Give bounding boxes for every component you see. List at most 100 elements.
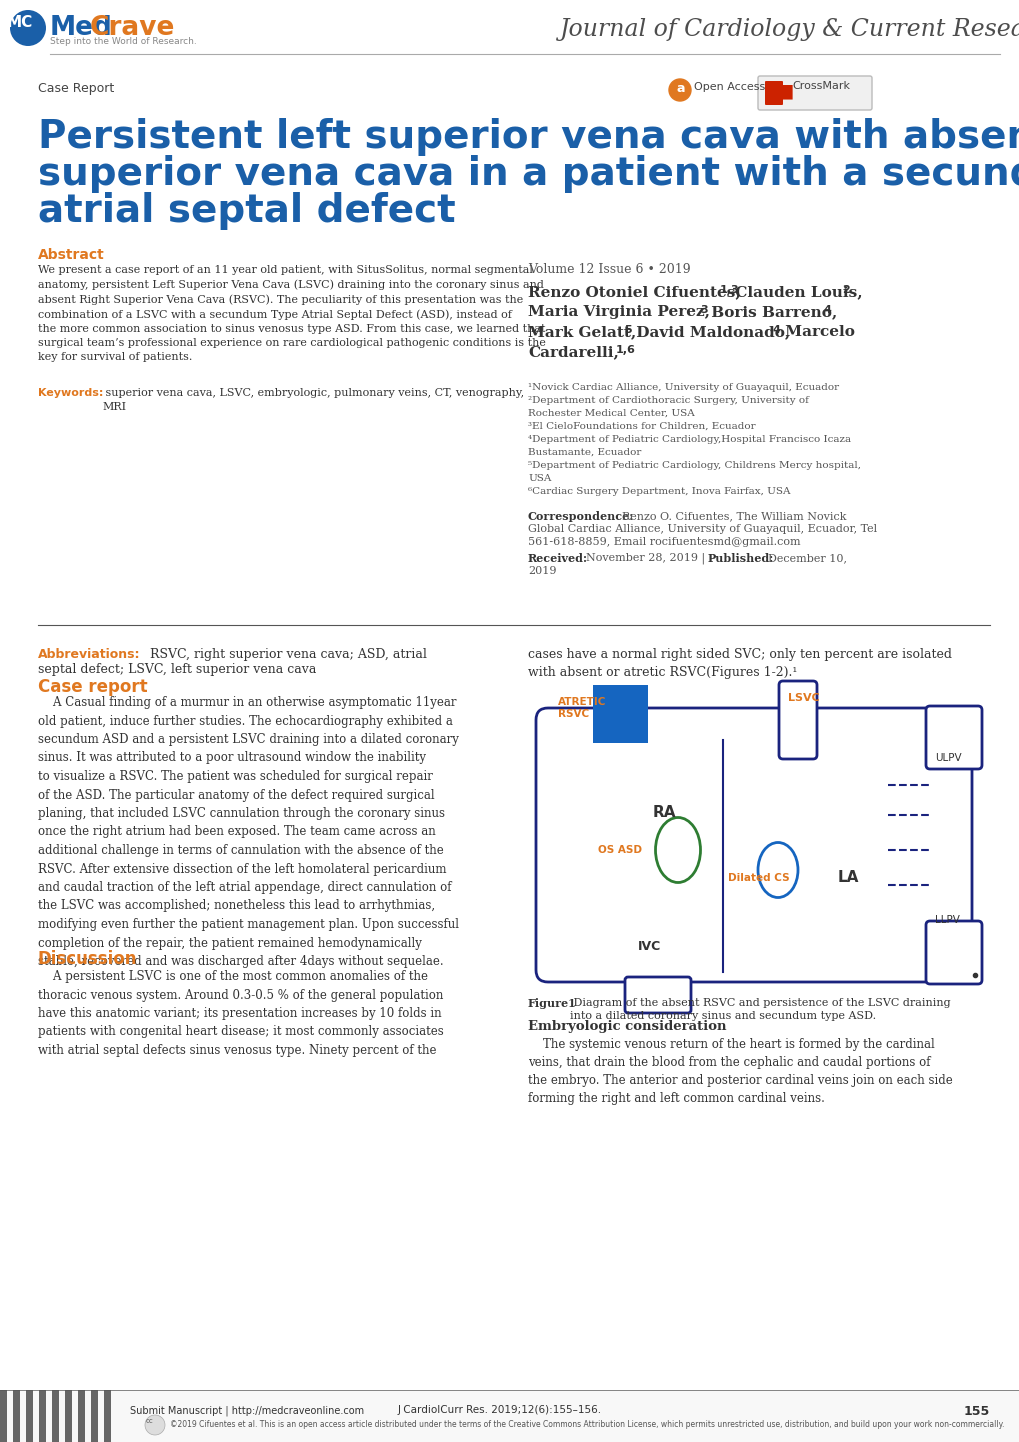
Text: Keywords:: Keywords: [38,388,103,398]
Text: Open Access: Open Access [693,82,764,92]
Bar [65,1390,72,1442]
FancyBboxPatch shape [535,708,971,982]
Text: LSVC: LSVC [788,694,819,704]
Text: Journal of Cardiology & Current Research: Journal of Cardiology & Current Research [559,17,1019,40]
Text: 3: 3 [699,306,707,314]
Text: RSVC, right superior vena cava; ASD, atrial: RSVC, right superior vena cava; ASD, atr… [146,647,427,660]
Text: Marcelo: Marcelo [780,324,854,339]
Bar [77,1390,85,1442]
FancyBboxPatch shape [625,978,690,1012]
Circle shape [10,10,46,46]
FancyBboxPatch shape [925,707,981,769]
Text: 1,3: 1,3 [719,286,739,296]
Text: Dilated CS: Dilated CS [728,872,789,883]
Text: 2: 2 [841,286,849,296]
Text: Bustamante, Ecuador: Bustamante, Ecuador [528,448,641,457]
Text: Renzo O. Cifuentes, The William Novick: Renzo O. Cifuentes, The William Novick [622,510,846,521]
Bar [52,1390,59,1442]
Text: superior vena cava, LSVC, embryologic, pulmonary veins, CT, venography,
MRI: superior vena cava, LSVC, embryologic, p… [102,388,524,412]
Bar [0,1390,7,1442]
Text: septal defect; LSVC, left superior vena cava: septal defect; LSVC, left superior vena … [38,663,316,676]
Text: Med: Med [50,14,113,40]
Text: superior vena cava in a patient with a secundum: superior vena cava in a patient with a s… [38,154,1019,193]
FancyBboxPatch shape [925,921,981,983]
Text: Abbreviations:: Abbreviations: [38,647,141,660]
Text: cases have a normal right sided SVC; only ten percent are isolated
with absent o: cases have a normal right sided SVC; onl… [528,647,951,679]
Bar [104,1390,111,1442]
Text: Figure1: Figure1 [528,998,576,1009]
Bar [0,1390,1019,1442]
Text: Discussion: Discussion [38,950,138,968]
Bar [13,1390,20,1442]
Bar [39,1390,46,1442]
Bar [91,1390,98,1442]
Text: Published:: Published: [707,552,773,564]
Text: Diagram of the absent RSVC and persistence of the LSVC draining
into a dilated c: Diagram of the absent RSVC and persisten… [570,998,950,1021]
Text: Embryologic consideration: Embryologic consideration [528,1019,726,1032]
Text: LLPV: LLPV [934,916,959,924]
Text: ²Department of Cardiothoracic Surgery, University of: ²Department of Cardiothoracic Surgery, U… [528,397,808,405]
Text: Received:: Received: [528,552,587,564]
Text: USA: USA [528,474,551,483]
Text: The systemic venous return of the heart is formed by the cardinal
veins, that dr: The systemic venous return of the heart … [528,1038,952,1105]
Text: Case report: Case report [38,678,148,696]
Circle shape [145,1415,165,1435]
Text: ³El CieloFoundations for Children, Ecuador: ³El CieloFoundations for Children, Ecuad… [528,423,755,431]
Ellipse shape [757,842,797,897]
Text: OS ASD: OS ASD [597,845,641,855]
Text: Step into the World of Research.: Step into the World of Research. [50,37,197,46]
Text: CrossMark: CrossMark [791,81,849,91]
Text: Crave: Crave [90,14,175,40]
Bar [77,1390,85,1442]
Circle shape [668,79,690,101]
Ellipse shape [655,818,700,883]
Text: cc: cc [146,1417,154,1425]
Bar [0,1390,7,1442]
Text: ¹Novick Cardiac Alliance, University of Guayaquil, Ecuador: ¹Novick Cardiac Alliance, University of … [528,384,839,392]
Text: Mark Gelatt,: Mark Gelatt, [528,324,636,339]
Bar [39,1390,46,1442]
Text: ULPV: ULPV [934,753,961,763]
Text: David Maldonado,: David Maldonado, [631,324,790,339]
Bar [13,1390,20,1442]
Text: Cardarelli,: Cardarelli, [528,345,619,359]
Text: a: a [677,82,685,95]
Text: ATRETIC: ATRETIC [557,696,605,707]
Text: November 28, 2019 |: November 28, 2019 | [586,552,708,564]
Text: Global Cardiac Alliance, University of Guayaquil, Ecuador, Tel: Global Cardiac Alliance, University of G… [528,523,876,534]
Text: IVC: IVC [637,940,660,953]
Text: Maria Virginia Perez,: Maria Virginia Perez, [528,306,709,319]
Text: 155: 155 [963,1405,989,1417]
Bar [52,1390,59,1442]
Text: Volume 12 Issue 6 • 2019: Volume 12 Issue 6 • 2019 [528,262,690,275]
Bar [25,1390,33,1442]
Text: RSVC: RSVC [557,709,589,720]
Bar [65,1390,72,1442]
Text: J CardiolCurr Res. 2019;12(6):155–156.: J CardiolCurr Res. 2019;12(6):155–156. [397,1405,601,1415]
Text: MC: MC [7,14,33,30]
Text: 4: 4 [823,306,832,314]
Bar [25,1390,33,1442]
Text: 2019: 2019 [528,567,556,575]
Text: LA: LA [838,870,859,885]
FancyBboxPatch shape [764,81,783,105]
Text: Submit Manuscript | http://medcraveonline.com: Submit Manuscript | http://medcraveonlin… [129,1405,364,1416]
Text: Case Report: Case Report [38,82,114,95]
Text: Boris Barreno,: Boris Barreno, [705,306,837,319]
Text: December 10,: December 10, [767,552,846,562]
Text: Correspondence:: Correspondence: [528,510,634,522]
Text: We present a case report of an 11 year old patient, with SitusSolitus, normal se: We present a case report of an 11 year o… [38,265,545,362]
Bar [104,1390,111,1442]
Bar [91,1390,98,1442]
Text: ⁶Cardiac Surgery Department, Inova Fairfax, USA: ⁶Cardiac Surgery Department, Inova Fairf… [528,487,790,496]
Bar [592,685,647,743]
Text: ⁵Department of Pediatric Cardiology, Childrens Mercy hospital,: ⁵Department of Pediatric Cardiology, Chi… [528,461,860,470]
Text: A Casual finding of a murmur in an otherwise asymptomatic 11year
old patient, in: A Casual finding of a murmur in an other… [38,696,459,968]
Text: ⁴Department of Pediatric Cardiology,Hospital Francisco Icaza: ⁴Department of Pediatric Cardiology,Hosp… [528,435,850,444]
Text: ■: ■ [774,81,793,99]
Text: ©2019 Cifuentes et al. This is an open access article distributed under the term: ©2019 Cifuentes et al. This is an open a… [170,1420,1004,1429]
Text: 4: 4 [772,324,781,335]
Text: Persistent left superior vena cava with absent right: Persistent left superior vena cava with … [38,118,1019,156]
Text: 561-618-8859, Email rocifuentesmd@gmail.com: 561-618-8859, Email rocifuentesmd@gmail.… [528,536,800,547]
Text: 1,6: 1,6 [615,345,635,355]
